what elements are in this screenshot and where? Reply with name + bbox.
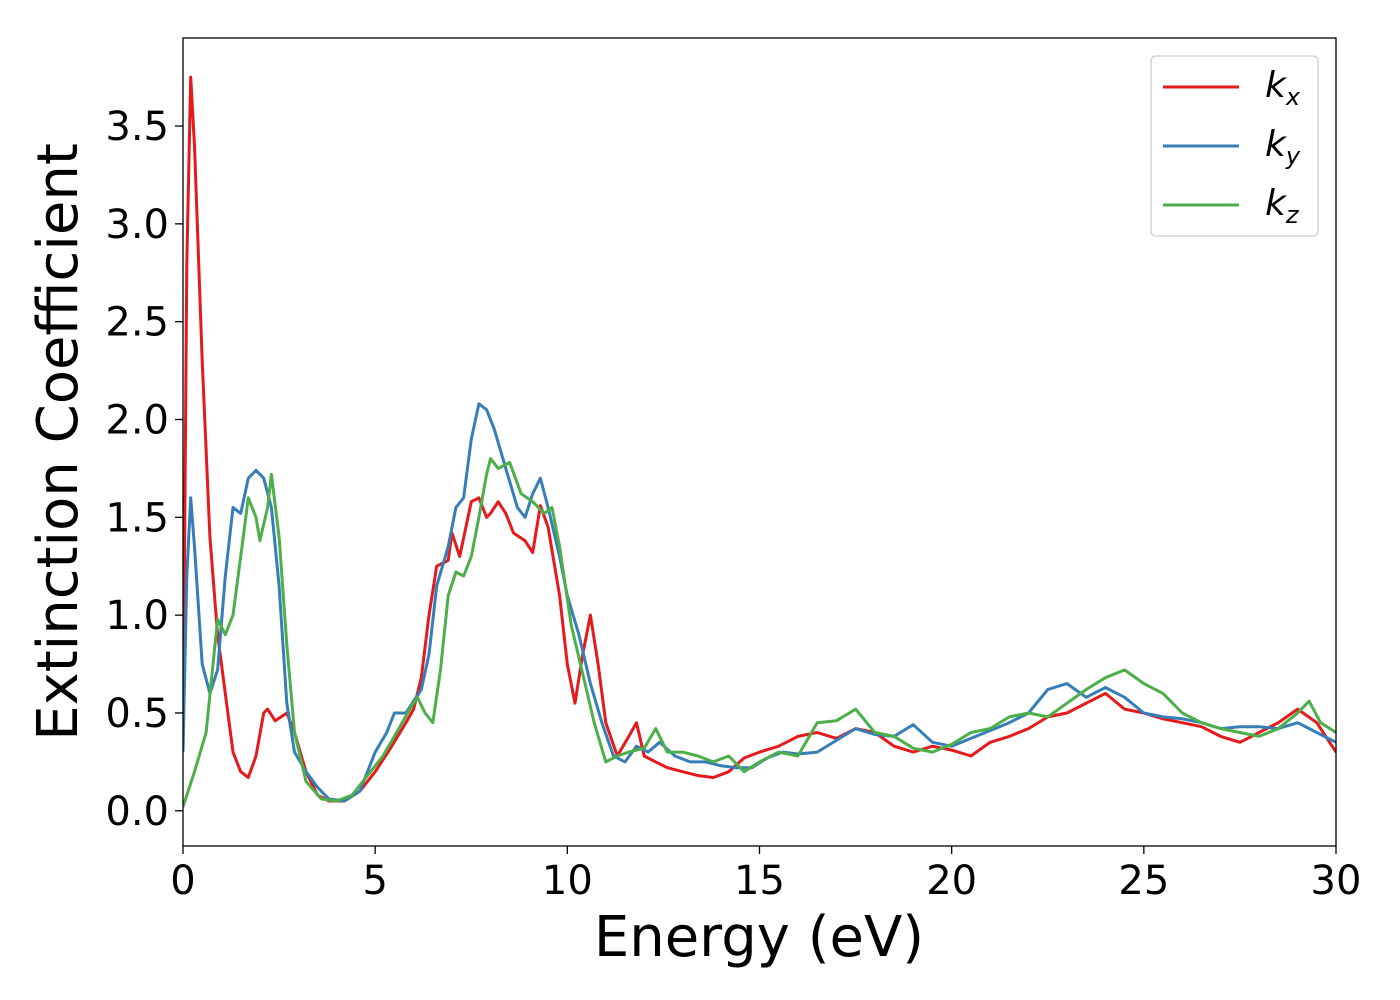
y-tick-label: 3.5 (105, 104, 169, 150)
y-tick-label: 0.5 (105, 691, 169, 737)
legend-label-base: k (1265, 65, 1288, 106)
series-line-ky (183, 402, 1336, 803)
legend-label-subscript: x (1285, 83, 1301, 111)
legend-label-kx: kx (1265, 65, 1301, 111)
legend-label-ky: ky (1265, 124, 1301, 170)
legend-label-kz: kz (1265, 183, 1300, 229)
x-axis-title: Energy (eV) (594, 905, 924, 970)
y-axis-ticks: 0.0 0.5 1.0 1.5 2.0 2.5 3.0 3.5 (105, 104, 183, 835)
x-tick-label: 30 (1311, 858, 1362, 904)
legend-label-base: k (1265, 124, 1288, 165)
y-tick-label: 1.0 (105, 593, 169, 639)
series-layer (183, 75, 1336, 808)
legend-label-base: k (1265, 183, 1288, 224)
y-tick-label: 2.0 (105, 398, 169, 444)
legend-label-subscript: y (1285, 142, 1301, 170)
y-tick-label: 0.0 (105, 789, 169, 835)
x-tick-label: 5 (362, 858, 387, 904)
y-tick-label: 3.0 (105, 202, 169, 248)
x-tick-label: 15 (734, 858, 785, 904)
x-tick-label: 10 (542, 858, 593, 904)
y-tick-label: 2.5 (105, 300, 169, 346)
x-tick-label: 0 (170, 858, 195, 904)
y-tick-label: 1.5 (105, 495, 169, 541)
plot-area (182, 37, 1337, 847)
y-axis-title: Extinction Coefficient (26, 143, 91, 741)
x-tick-label: 20 (926, 858, 977, 904)
legend-label-subscript: z (1285, 201, 1300, 229)
x-tick-label: 25 (1118, 858, 1169, 904)
series-line-kz (183, 457, 1336, 808)
x-axis-ticks: 0 5 10 15 20 25 30 (170, 846, 1361, 904)
